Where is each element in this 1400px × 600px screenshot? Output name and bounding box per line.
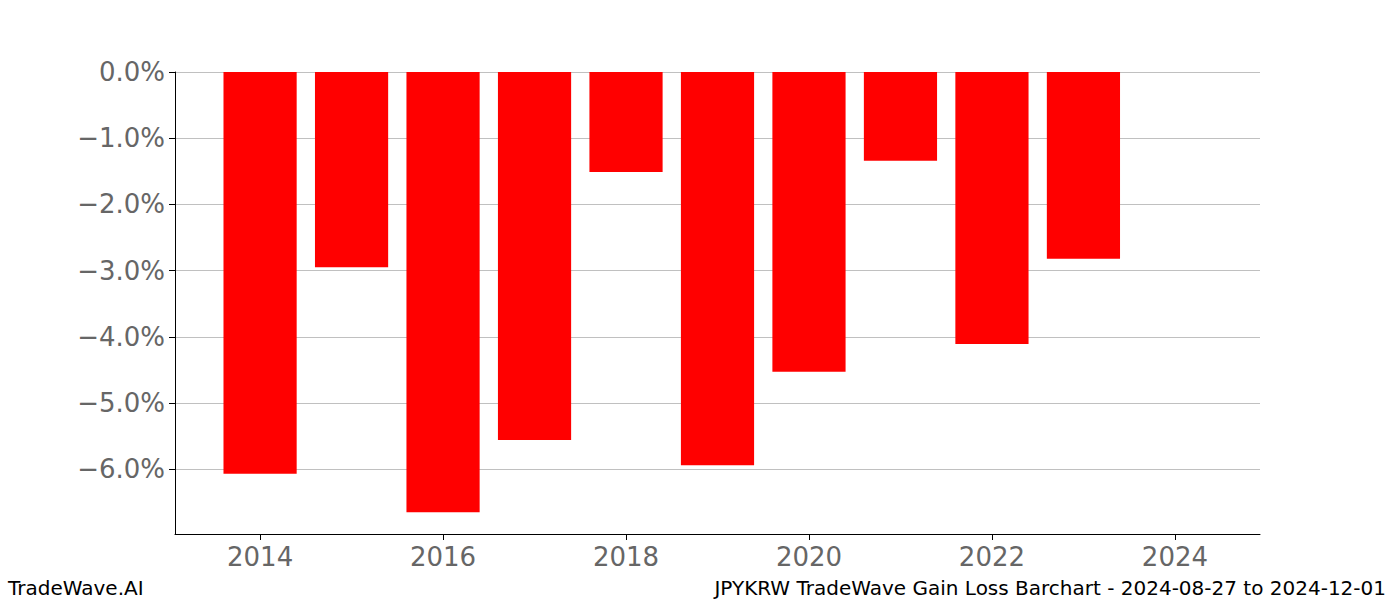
svg-text:TradeWave.AI: TradeWave.AI bbox=[7, 576, 144, 600]
svg-text:2018: 2018 bbox=[593, 542, 659, 572]
svg-text:−6.0%: −6.0% bbox=[77, 454, 165, 484]
svg-text:2022: 2022 bbox=[959, 542, 1025, 572]
svg-text:−4.0%: −4.0% bbox=[77, 322, 165, 352]
svg-text:2014: 2014 bbox=[227, 542, 293, 572]
svg-text:JPYKRW TradeWave Gain Loss Bar: JPYKRW TradeWave Gain Loss Barchart - 20… bbox=[712, 576, 1386, 600]
svg-text:−1.0%: −1.0% bbox=[77, 123, 165, 153]
svg-text:2016: 2016 bbox=[410, 542, 476, 572]
svg-text:2024: 2024 bbox=[1142, 542, 1208, 572]
svg-text:−3.0%: −3.0% bbox=[77, 256, 165, 286]
svg-text:2020: 2020 bbox=[776, 542, 842, 572]
svg-text:−5.0%: −5.0% bbox=[77, 388, 165, 418]
svg-text:0.0%: 0.0% bbox=[99, 57, 165, 87]
svg-text:−2.0%: −2.0% bbox=[77, 189, 165, 219]
